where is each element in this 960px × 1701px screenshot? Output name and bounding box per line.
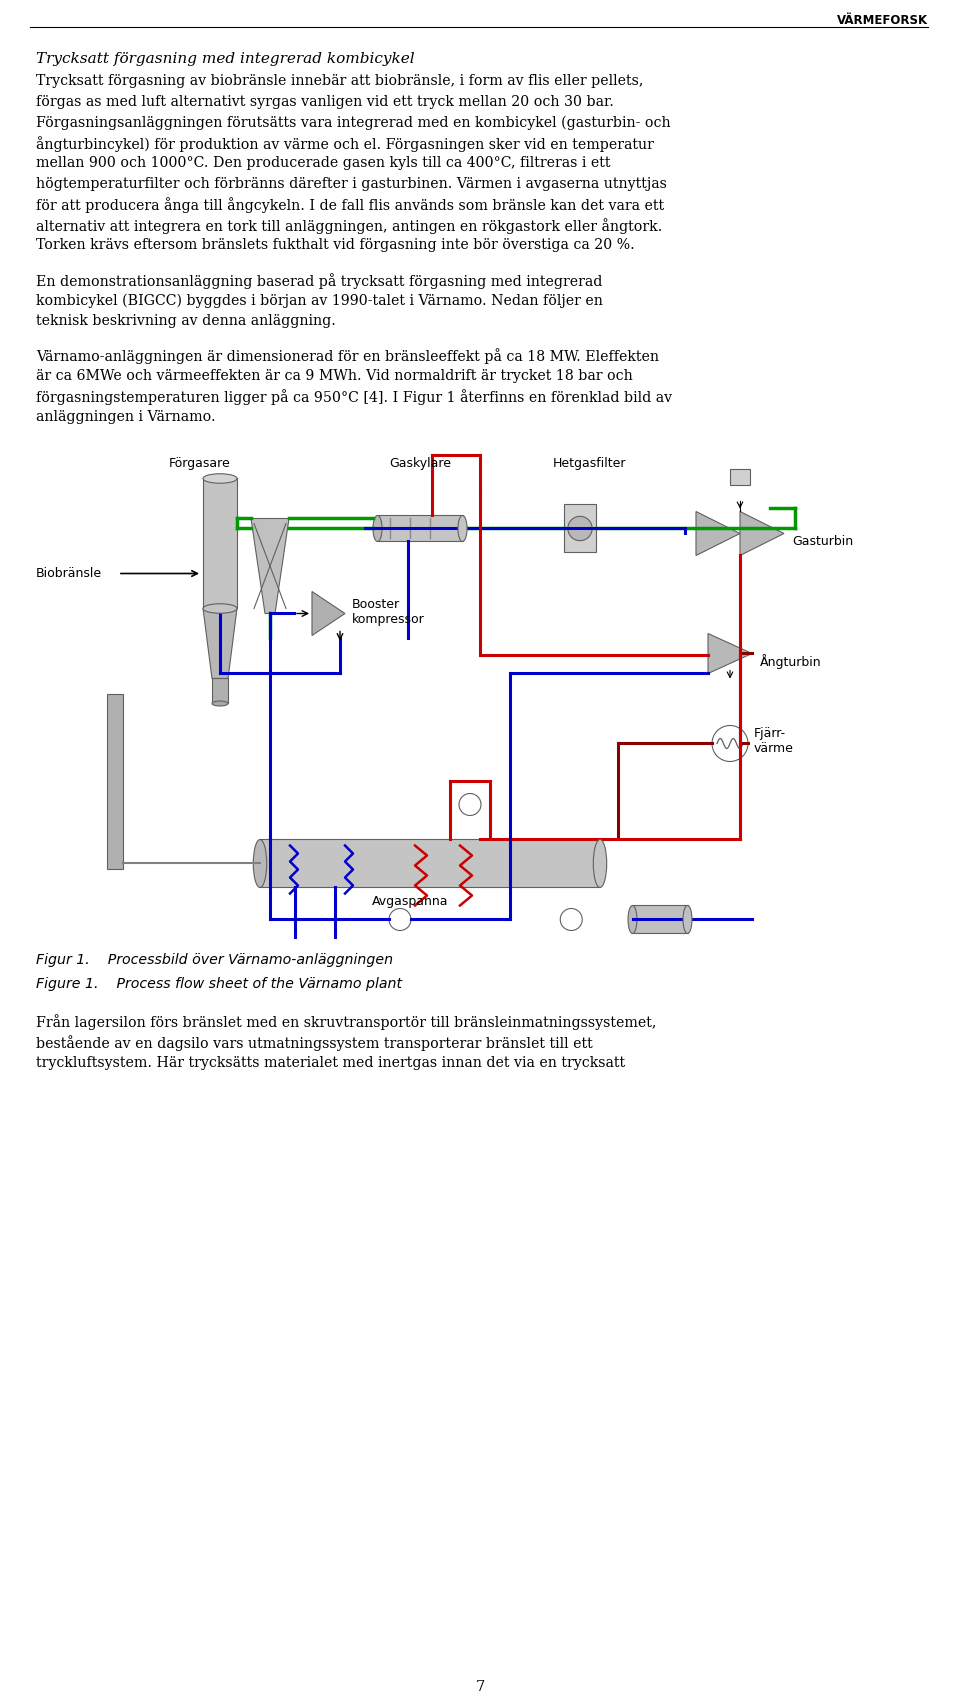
Ellipse shape [593,840,607,888]
Polygon shape [740,512,784,556]
Circle shape [389,908,411,930]
Text: för att producera ånga till ångcykeln. I de fall flis används som bränsle kan de: för att producera ånga till ångcykeln. I… [36,197,664,213]
Bar [730,469,750,485]
Text: Hetgasfilter: Hetgasfilter [553,456,627,469]
Ellipse shape [253,840,267,888]
Bar [564,505,596,553]
Text: förgas as med luft alternativt syrgas vanligen vid ett tryck mellan 20 och 30 ba: förgas as med luft alternativt syrgas va… [36,95,613,109]
Text: Avgaspanna: Avgaspanna [372,895,448,908]
Polygon shape [312,592,345,636]
Bar [212,679,228,704]
Text: mellan 900 och 1000°C. Den producerade gasen kyls till ca 400°C, filtreras i ett: mellan 900 och 1000°C. Den producerade g… [36,156,611,170]
Text: alternativ att integrera en tork till anläggningen, antingen en rökgastork eller: alternativ att integrera en tork till an… [36,218,662,233]
Text: 7: 7 [475,1681,485,1694]
Bar [260,840,600,888]
Polygon shape [696,512,740,556]
Text: En demonstrationsanläggning baserad på trycksatt förgasning med integrerad: En demonstrationsanläggning baserad på t… [36,272,602,289]
Text: Trycksatt förgasning av biobränsle innebär att biobränsle, i form av flis eller : Trycksatt förgasning av biobränsle inneb… [36,75,643,88]
Bar [203,478,237,609]
Text: bestående av en dagsilo vars utmatningssystem transporterar bränslet till ett: bestående av en dagsilo vars utmatningss… [36,1034,592,1051]
Text: Biobränsle: Biobränsle [36,566,102,580]
Circle shape [568,517,592,541]
Text: Booster
kompressor: Booster kompressor [352,597,424,626]
Ellipse shape [458,515,468,541]
Text: Förgasningsanläggningen förutsätts vara integrerad med en kombicykel (gasturbin-: Förgasningsanläggningen förutsätts vara … [36,116,671,129]
Text: Ångturbin: Ångturbin [760,653,822,668]
Text: Gaskylare: Gaskylare [389,456,451,469]
Ellipse shape [628,905,637,934]
Ellipse shape [203,475,237,483]
Polygon shape [708,633,752,674]
Bar [377,515,463,541]
Text: Fjärr-
värme: Fjärr- värme [754,728,794,755]
Polygon shape [251,519,289,614]
Text: Trycksatt förgasning med integrerad kombicykel: Trycksatt förgasning med integrerad komb… [36,53,415,66]
Polygon shape [203,609,237,679]
Bar [107,694,123,869]
Text: tryckluftsystem. Här trycksätts materialet med inertgas innan det via en trycksa: tryckluftsystem. Här trycksätts material… [36,1056,625,1070]
Text: ångturbincykel) för produktion av värme och el. Förgasningen sker vid en tempera: ångturbincykel) för produktion av värme … [36,136,654,151]
Bar [633,905,687,934]
Text: högtemperaturfilter och förbränns därefter i gasturbinen. Värmen i avgaserna utn: högtemperaturfilter och förbränns däreft… [36,177,667,191]
Ellipse shape [212,701,228,706]
Text: är ca 6MWe och värmeeffekten är ca 9 MWh. Vid normaldrift är trycket 18 bar och: är ca 6MWe och värmeeffekten är ca 9 MWh… [36,369,633,383]
Text: Figure 1.    Process flow sheet of the Värnamo plant: Figure 1. Process flow sheet of the Värn… [36,976,402,990]
Text: kombicykel (BIGCC) byggdes i början av 1990-talet i Värnamo. Nedan följer en: kombicykel (BIGCC) byggdes i början av 1… [36,294,603,308]
Circle shape [459,793,481,815]
Text: Gasturbin: Gasturbin [792,536,853,548]
Text: VÄRMEFORSK: VÄRMEFORSK [837,14,928,27]
Ellipse shape [683,905,692,934]
Ellipse shape [203,604,237,614]
Text: teknisk beskrivning av denna anläggning.: teknisk beskrivning av denna anläggning. [36,315,336,328]
Text: Torken krävs eftersom bränslets fukthalt vid förgasning inte bör överstiga ca 20: Torken krävs eftersom bränslets fukthalt… [36,238,635,252]
Circle shape [712,726,748,762]
Text: anläggningen i Värnamo.: anläggningen i Värnamo. [36,410,216,424]
Text: förgasningstemperaturen ligger på ca 950°C [4]. I Figur 1 återfinns en förenklad: förgasningstemperaturen ligger på ca 950… [36,390,672,405]
Text: Värnamo-anläggningen är dimensionerad för en bränsleeffekt på ca 18 MW. Eleffekt: Värnamo-anläggningen är dimensionerad fö… [36,349,659,364]
Circle shape [561,908,583,930]
Text: Förgasare: Förgasare [169,456,230,469]
Text: Från lagersilon förs bränslet med en skruvtransportör till bränsleinmatningssyst: Från lagersilon förs bränslet med en skr… [36,1014,657,1031]
Ellipse shape [372,515,382,541]
Text: Figur 1.    Processbild över Värnamo-anläggningen: Figur 1. Processbild över Värnamo-anlägg… [36,953,394,966]
